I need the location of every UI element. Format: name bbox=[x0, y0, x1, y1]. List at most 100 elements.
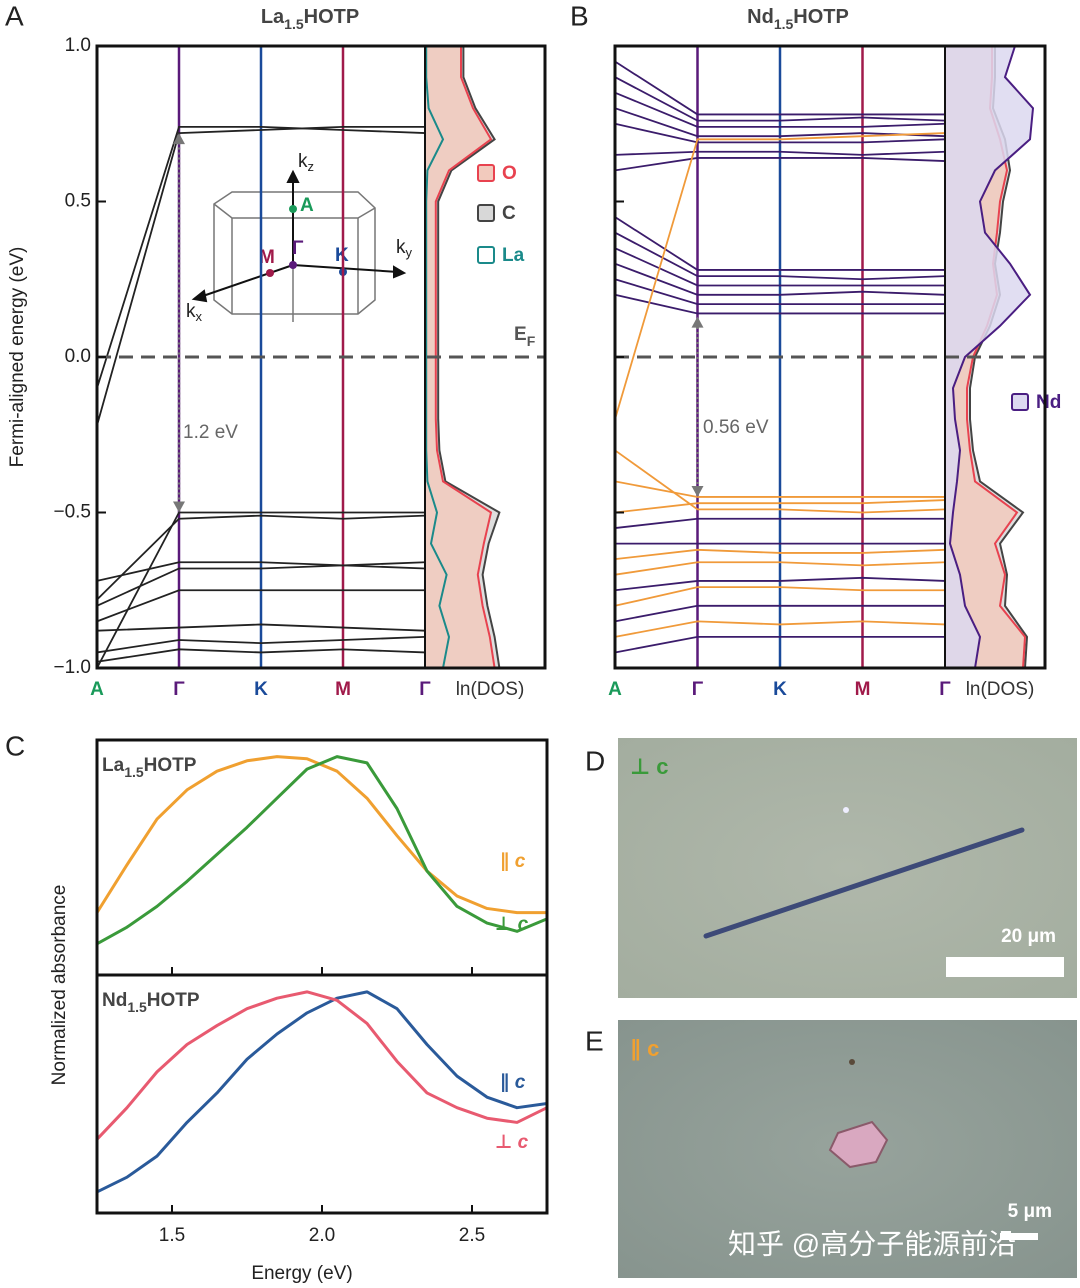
ky-label: ky bbox=[396, 237, 413, 260]
fermi-sub: F bbox=[527, 333, 536, 349]
band bbox=[614, 586, 945, 607]
y-tick-label: 0.0 bbox=[65, 346, 91, 367]
absorbance-line bbox=[95, 755, 547, 915]
subplot-title-rest: HOTP bbox=[144, 755, 197, 776]
y-tick-label: −1.0 bbox=[53, 657, 91, 678]
panel-title-base: Nd bbox=[747, 6, 774, 28]
legend-label: O bbox=[502, 163, 517, 184]
dos-axis-label: ln(DOS) bbox=[966, 679, 1035, 700]
legend-swatch bbox=[1011, 393, 1029, 411]
band bbox=[614, 449, 946, 514]
panel-letter: A bbox=[5, 0, 24, 31]
dos-area bbox=[944, 45, 1035, 669]
polarization-label: ⊥ c bbox=[630, 754, 668, 779]
arrowhead bbox=[173, 501, 185, 513]
series-label: ∥ c bbox=[500, 851, 526, 872]
band bbox=[614, 278, 945, 306]
legend-swatch bbox=[477, 246, 495, 264]
x-tick-label: 2.0 bbox=[309, 1225, 335, 1246]
y-tick-label: 1.0 bbox=[65, 35, 91, 56]
k-label: Γ bbox=[692, 679, 704, 700]
band bbox=[614, 604, 945, 623]
scale-bar bbox=[946, 957, 1064, 977]
absorbance-line bbox=[95, 990, 548, 1141]
arrowhead bbox=[691, 485, 704, 497]
series-label: ∥ c bbox=[500, 1072, 526, 1093]
gap-label: 0.56 eV bbox=[703, 417, 769, 438]
band bbox=[614, 231, 946, 281]
scale-bar bbox=[1000, 1233, 1038, 1240]
inset-a: A bbox=[300, 195, 314, 216]
subplot-title-sub: 1.5 bbox=[124, 764, 144, 780]
inset-gamma: Γ bbox=[292, 238, 304, 259]
band bbox=[96, 561, 426, 582]
panel-title-sub: 1.5 bbox=[284, 16, 304, 32]
polarization-label: ∥ c bbox=[630, 1036, 659, 1061]
x-tick-label: 1.5 bbox=[159, 1225, 185, 1246]
speck bbox=[843, 807, 849, 813]
panel-title-rest: HOTP bbox=[793, 6, 849, 28]
dos-area bbox=[424, 45, 496, 669]
scale-label: 5 μm bbox=[1008, 1201, 1052, 1222]
band bbox=[96, 623, 426, 632]
kx-k: k bbox=[186, 301, 196, 322]
band bbox=[614, 561, 946, 576]
k-label: Γ bbox=[939, 679, 951, 700]
micrograph-d bbox=[618, 738, 1077, 998]
k-label: Γ bbox=[419, 679, 431, 700]
k-label: Γ bbox=[173, 679, 185, 700]
legend-swatch bbox=[477, 164, 495, 182]
ky-k: k bbox=[396, 237, 406, 258]
band bbox=[614, 636, 945, 654]
point-m bbox=[266, 269, 274, 277]
panel-title: Nd1.5HOTP bbox=[747, 6, 849, 31]
band bbox=[614, 76, 946, 122]
kz-sub: z bbox=[308, 159, 315, 174]
panel-title-sub: 1.5 bbox=[774, 16, 794, 32]
subplot-title-rest: HOTP bbox=[147, 990, 200, 1011]
inset-axes bbox=[191, 169, 407, 303]
y-axis-label: Normalized absorbance bbox=[49, 885, 70, 1086]
kz-label: kz bbox=[298, 151, 314, 174]
k-label: M bbox=[335, 679, 351, 700]
arrowhead bbox=[393, 265, 407, 279]
kx-label: kx bbox=[186, 301, 203, 324]
panel-letter: E bbox=[585, 1025, 604, 1056]
k-label: K bbox=[773, 679, 787, 700]
band bbox=[614, 60, 945, 116]
y-tick-label: 0.5 bbox=[65, 191, 91, 212]
band bbox=[614, 132, 946, 420]
subplot-title: Nd1.5HOTP bbox=[102, 990, 200, 1015]
absorbance-line bbox=[96, 990, 548, 1194]
point-gamma bbox=[289, 261, 297, 269]
y-axis-label: Fermi-aligned energy (eV) bbox=[7, 247, 28, 468]
crystal bbox=[828, 1120, 889, 1169]
bz-outline bbox=[213, 191, 376, 315]
crystal-rod bbox=[703, 827, 1025, 939]
band bbox=[96, 589, 425, 623]
x-axis-label: Energy (eV) bbox=[251, 1263, 352, 1284]
panel-title: La1.5HOTP bbox=[261, 6, 359, 31]
subplot-title-sub: 1.5 bbox=[127, 999, 147, 1015]
k-label: M bbox=[855, 679, 871, 700]
series-label: ⊥ c bbox=[495, 914, 529, 935]
watermark: 知乎 @高分子能源前沿 bbox=[728, 1228, 1016, 1259]
series-label: ⊥ c bbox=[495, 1132, 529, 1153]
band bbox=[96, 564, 426, 607]
legend-swatch bbox=[477, 204, 495, 222]
ky-axis bbox=[292, 264, 399, 273]
inset-m: M bbox=[259, 247, 275, 268]
fermi-label: EF bbox=[514, 324, 536, 349]
band bbox=[614, 216, 945, 271]
arrowhead bbox=[191, 289, 208, 303]
band bbox=[614, 91, 946, 128]
arrowhead bbox=[286, 169, 300, 183]
y-tick-label: −0.5 bbox=[53, 502, 91, 523]
band bbox=[96, 636, 426, 654]
ky-sub: y bbox=[406, 245, 413, 260]
point-a bbox=[289, 205, 297, 213]
band bbox=[614, 122, 946, 144]
fermi-base: E bbox=[514, 324, 527, 345]
band bbox=[96, 125, 425, 426]
